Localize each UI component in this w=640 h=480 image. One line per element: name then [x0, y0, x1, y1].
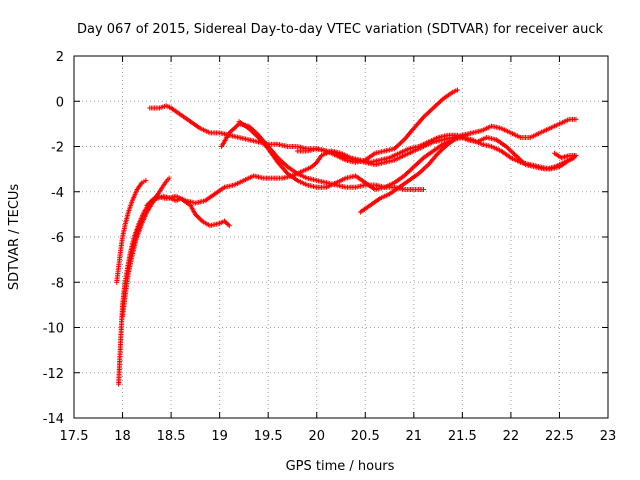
x-tick-label: 20.5: [351, 429, 380, 444]
x-tick-label: 23: [600, 429, 617, 444]
data-point: [421, 186, 427, 192]
series-track-2: [114, 177, 149, 285]
data-point: [455, 87, 461, 93]
x-axis-label: GPS time / hours: [286, 459, 395, 474]
data-point: [197, 216, 203, 222]
y-tick-label: -4: [51, 186, 64, 201]
y-tick-label: 0: [56, 95, 64, 110]
x-tick-label: 17.5: [60, 429, 89, 444]
y-tick-label: -14: [43, 412, 64, 427]
data-point: [198, 217, 204, 223]
y-tick-label: -12: [43, 367, 64, 382]
series-track-7: [236, 119, 579, 192]
data-point: [196, 215, 202, 221]
x-tick-label: 20: [308, 429, 325, 444]
y-axis-label: SDTVAR / TECUs: [7, 184, 22, 291]
x-tick-label: 21.5: [448, 429, 477, 444]
x-tick-label: 22: [503, 429, 520, 444]
series-track-3: [120, 175, 172, 319]
x-tick-label: 21: [406, 429, 423, 444]
x-tick-label: 19: [211, 429, 228, 444]
y-tick-label: -8: [51, 276, 64, 291]
y-tick-label: -10: [43, 322, 64, 337]
data-point: [573, 153, 579, 159]
y-tick-label: -6: [51, 231, 64, 246]
data-point: [226, 223, 232, 229]
data-point: [195, 214, 201, 220]
data-point: [192, 211, 198, 217]
data-point: [193, 213, 199, 219]
x-tick-label: 18.5: [157, 429, 186, 444]
x-tick-label: 18: [114, 429, 131, 444]
chart-title: Day 067 of 2015, Sidereal Day-to-day VTE…: [77, 22, 603, 37]
series-track-10: [552, 150, 579, 161]
x-tick-label: 19.5: [254, 429, 283, 444]
data-point: [573, 116, 579, 122]
data-point: [143, 177, 149, 183]
data-point: [166, 175, 172, 181]
data-point: [464, 132, 470, 138]
series-track-9: [357, 132, 470, 215]
x-tick-label: 22.5: [545, 429, 574, 444]
series-track-8: [294, 87, 461, 165]
y-tick-label: -2: [51, 141, 64, 156]
axis-ticks: 17.5 18 18.5 19 19.5 20 20.5 21 21.5 22 22.5 23-14-…: [43, 50, 617, 444]
grid: [74, 56, 608, 418]
y-tick-label: 2: [56, 50, 64, 65]
data-points: [114, 87, 579, 387]
